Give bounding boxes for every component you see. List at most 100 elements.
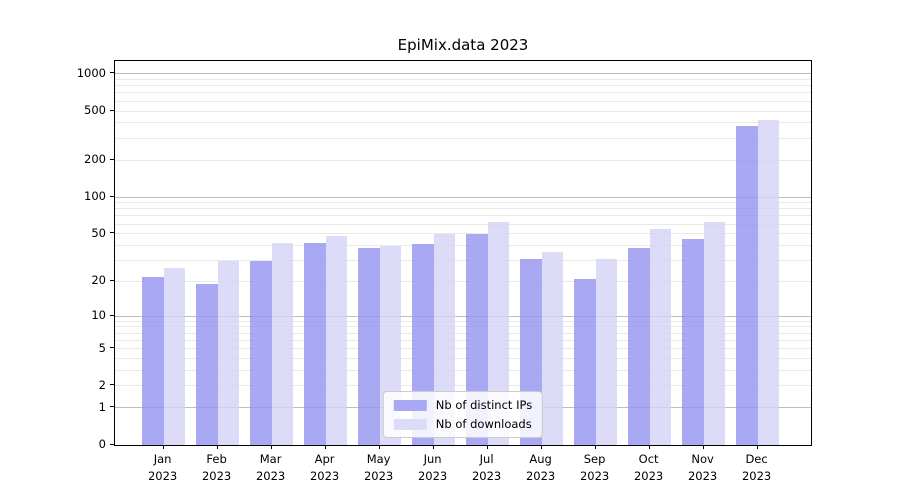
minor-gridline bbox=[115, 137, 811, 139]
minor-gridline bbox=[115, 233, 811, 235]
y-tick-mark bbox=[110, 384, 114, 386]
bar-nb-of-distinct-ips-apr bbox=[304, 242, 326, 445]
minor-gridline bbox=[115, 100, 811, 102]
bar-nb-of-downloads-sep bbox=[595, 258, 618, 445]
x-tick-label: Jan 2023 bbox=[147, 452, 178, 483]
x-tick-label: Oct 2023 bbox=[633, 452, 664, 483]
y-tick-label: 100 bbox=[84, 189, 106, 204]
y-tick-mark bbox=[110, 279, 114, 281]
x-tick-mark bbox=[702, 445, 704, 449]
minor-gridline bbox=[115, 370, 811, 372]
x-tick-label: Apr 2023 bbox=[309, 452, 340, 483]
y-tick-mark bbox=[110, 72, 114, 74]
minor-gridline bbox=[115, 110, 811, 112]
x-tick-mark bbox=[594, 445, 596, 449]
legend-label: Nb of downloads bbox=[435, 417, 532, 431]
x-tick-label: May 2023 bbox=[363, 452, 394, 483]
legend: Nb of distinct IPs Nb of downloads bbox=[382, 391, 544, 438]
x-tick-mark bbox=[432, 445, 434, 449]
grid-layer bbox=[115, 61, 811, 445]
minor-gridline bbox=[115, 339, 811, 341]
minor-gridline bbox=[115, 385, 811, 387]
bar-nb-of-downloads-dec bbox=[757, 119, 780, 445]
bar-nb-of-distinct-ips-oct bbox=[628, 248, 650, 445]
plot-area: Nb of distinct IPs Nb of downloads bbox=[114, 60, 812, 446]
minor-gridline bbox=[115, 260, 811, 261]
bar-nb-of-downloads-feb bbox=[217, 260, 240, 445]
minor-gridline bbox=[115, 332, 811, 334]
major-gridline bbox=[115, 315, 811, 317]
bar-nb-of-downloads-apr bbox=[325, 235, 348, 445]
bar-nb-of-downloads-aug bbox=[541, 252, 564, 445]
major-gridline bbox=[115, 196, 811, 198]
bar-nb-of-distinct-ips-nov bbox=[682, 239, 704, 445]
y-tick-label: 200 bbox=[84, 152, 106, 167]
minor-gridline bbox=[115, 208, 811, 210]
x-tick-label: Jun 2023 bbox=[417, 452, 448, 483]
y-tick-label: 0 bbox=[98, 437, 106, 451]
y-tick-label: 500 bbox=[84, 103, 106, 117]
bars-layer bbox=[115, 61, 811, 445]
bar-nb-of-distinct-ips-dec bbox=[736, 126, 758, 445]
y-tick-mark bbox=[110, 314, 114, 316]
bar-nb-of-downloads-jan bbox=[163, 267, 186, 445]
minor-gridline bbox=[115, 280, 811, 282]
x-tick-mark bbox=[540, 445, 542, 449]
bar-nb-of-distinct-ips-feb bbox=[196, 284, 218, 445]
x-tick-label: Feb 2023 bbox=[201, 452, 232, 483]
chart-title: EpiMix.data 2023 bbox=[397, 36, 529, 54]
bar-nb-of-downloads-jul bbox=[487, 222, 510, 445]
minor-gridline bbox=[115, 92, 811, 94]
bar-nb-of-downloads-mar bbox=[271, 242, 294, 445]
y-tick-mark bbox=[110, 443, 114, 445]
minor-gridline bbox=[115, 159, 811, 161]
minor-gridline bbox=[115, 348, 811, 350]
y-tick-label: 5 bbox=[98, 340, 106, 355]
minor-gridline bbox=[115, 85, 811, 87]
bar-nb-of-downloads-nov bbox=[703, 222, 726, 445]
minor-gridline bbox=[115, 244, 811, 246]
minor-gridline bbox=[115, 326, 811, 328]
bar-nb-of-distinct-ips-mar bbox=[250, 260, 272, 445]
x-tick-mark bbox=[756, 445, 758, 449]
x-tick-label: Aug 2023 bbox=[525, 452, 556, 483]
minor-gridline bbox=[115, 223, 811, 225]
x-tick-mark bbox=[162, 445, 164, 449]
x-tick-label: Nov 2023 bbox=[687, 452, 718, 483]
x-tick-mark bbox=[216, 445, 218, 449]
x-tick-mark bbox=[378, 445, 380, 449]
y-tick-label: 10 bbox=[91, 308, 106, 323]
legend-swatch-nb-of-distinct-ips bbox=[393, 399, 427, 411]
bar-nb-of-distinct-ips-jan bbox=[142, 276, 164, 445]
bar-nb-of-downloads-oct bbox=[649, 228, 672, 445]
minor-gridline bbox=[115, 122, 811, 124]
x-tick-mark bbox=[270, 445, 272, 449]
x-tick-label: Jul 2023 bbox=[471, 452, 502, 483]
legend-label: Nb of distinct IPs bbox=[435, 398, 533, 412]
minor-gridline bbox=[115, 358, 811, 360]
x-tick-mark bbox=[648, 445, 650, 449]
y-tick-label: 50 bbox=[91, 225, 106, 240]
bar-nb-of-distinct-ips-sep bbox=[574, 278, 596, 445]
x-tick-label: Sep 2023 bbox=[579, 452, 610, 483]
y-tick-label: 2 bbox=[98, 377, 106, 392]
legend-swatch-nb-of-downloads bbox=[393, 418, 427, 430]
y-tick-mark bbox=[110, 406, 114, 408]
x-tick-label: Mar 2023 bbox=[255, 452, 286, 483]
legend-item: Nb of downloads bbox=[393, 417, 532, 431]
y-tick-label: 1 bbox=[98, 399, 106, 414]
minor-gridline bbox=[115, 202, 811, 204]
legend-item: Nb of distinct IPs bbox=[393, 398, 533, 412]
minor-gridline bbox=[115, 78, 811, 80]
minor-gridline bbox=[115, 215, 811, 217]
x-tick-mark bbox=[324, 445, 326, 449]
y-tick-mark bbox=[110, 109, 114, 111]
minor-gridline bbox=[115, 320, 811, 322]
major-gridline bbox=[115, 73, 811, 75]
y-tick-mark bbox=[110, 232, 114, 234]
y-tick-mark bbox=[110, 347, 114, 349]
y-tick-mark bbox=[110, 158, 114, 160]
x-tick-label: Dec 2023 bbox=[741, 452, 772, 483]
y-tick-label: 1000 bbox=[76, 65, 106, 80]
